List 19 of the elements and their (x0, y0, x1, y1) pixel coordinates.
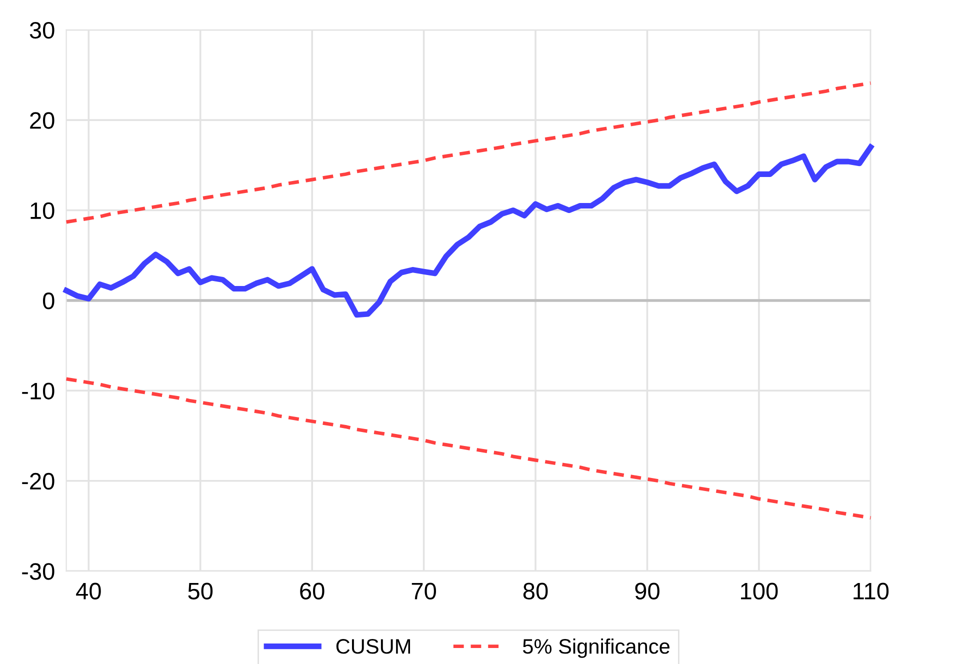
y-tick-label: 10 (30, 202, 54, 220)
y-tick-label: -10 (22, 382, 54, 400)
x-tick-label: 70 (412, 582, 436, 600)
x-tick-label: 40 (76, 582, 101, 600)
legend-label: CUSUM (336, 639, 410, 654)
y-tick-label: 30 (30, 22, 54, 39)
legend-label: 5% Significance (522, 638, 670, 658)
x-tick-label: 50 (188, 582, 213, 600)
line-series (64, 377, 872, 520)
x-tick-label: 110 (854, 582, 889, 600)
y-tick-label: 0 (42, 292, 54, 310)
line-series (64, 81, 872, 224)
x-tick-label: 90 (635, 582, 660, 600)
x-tick-label: 60 (300, 582, 324, 600)
x-tick-label: 80 (523, 582, 548, 600)
y-tick-label: 20 (30, 112, 54, 129)
x-tick-label: 100 (741, 582, 778, 600)
y-tick-label: -20 (22, 472, 54, 490)
y-tick-label: -30 (22, 563, 54, 580)
